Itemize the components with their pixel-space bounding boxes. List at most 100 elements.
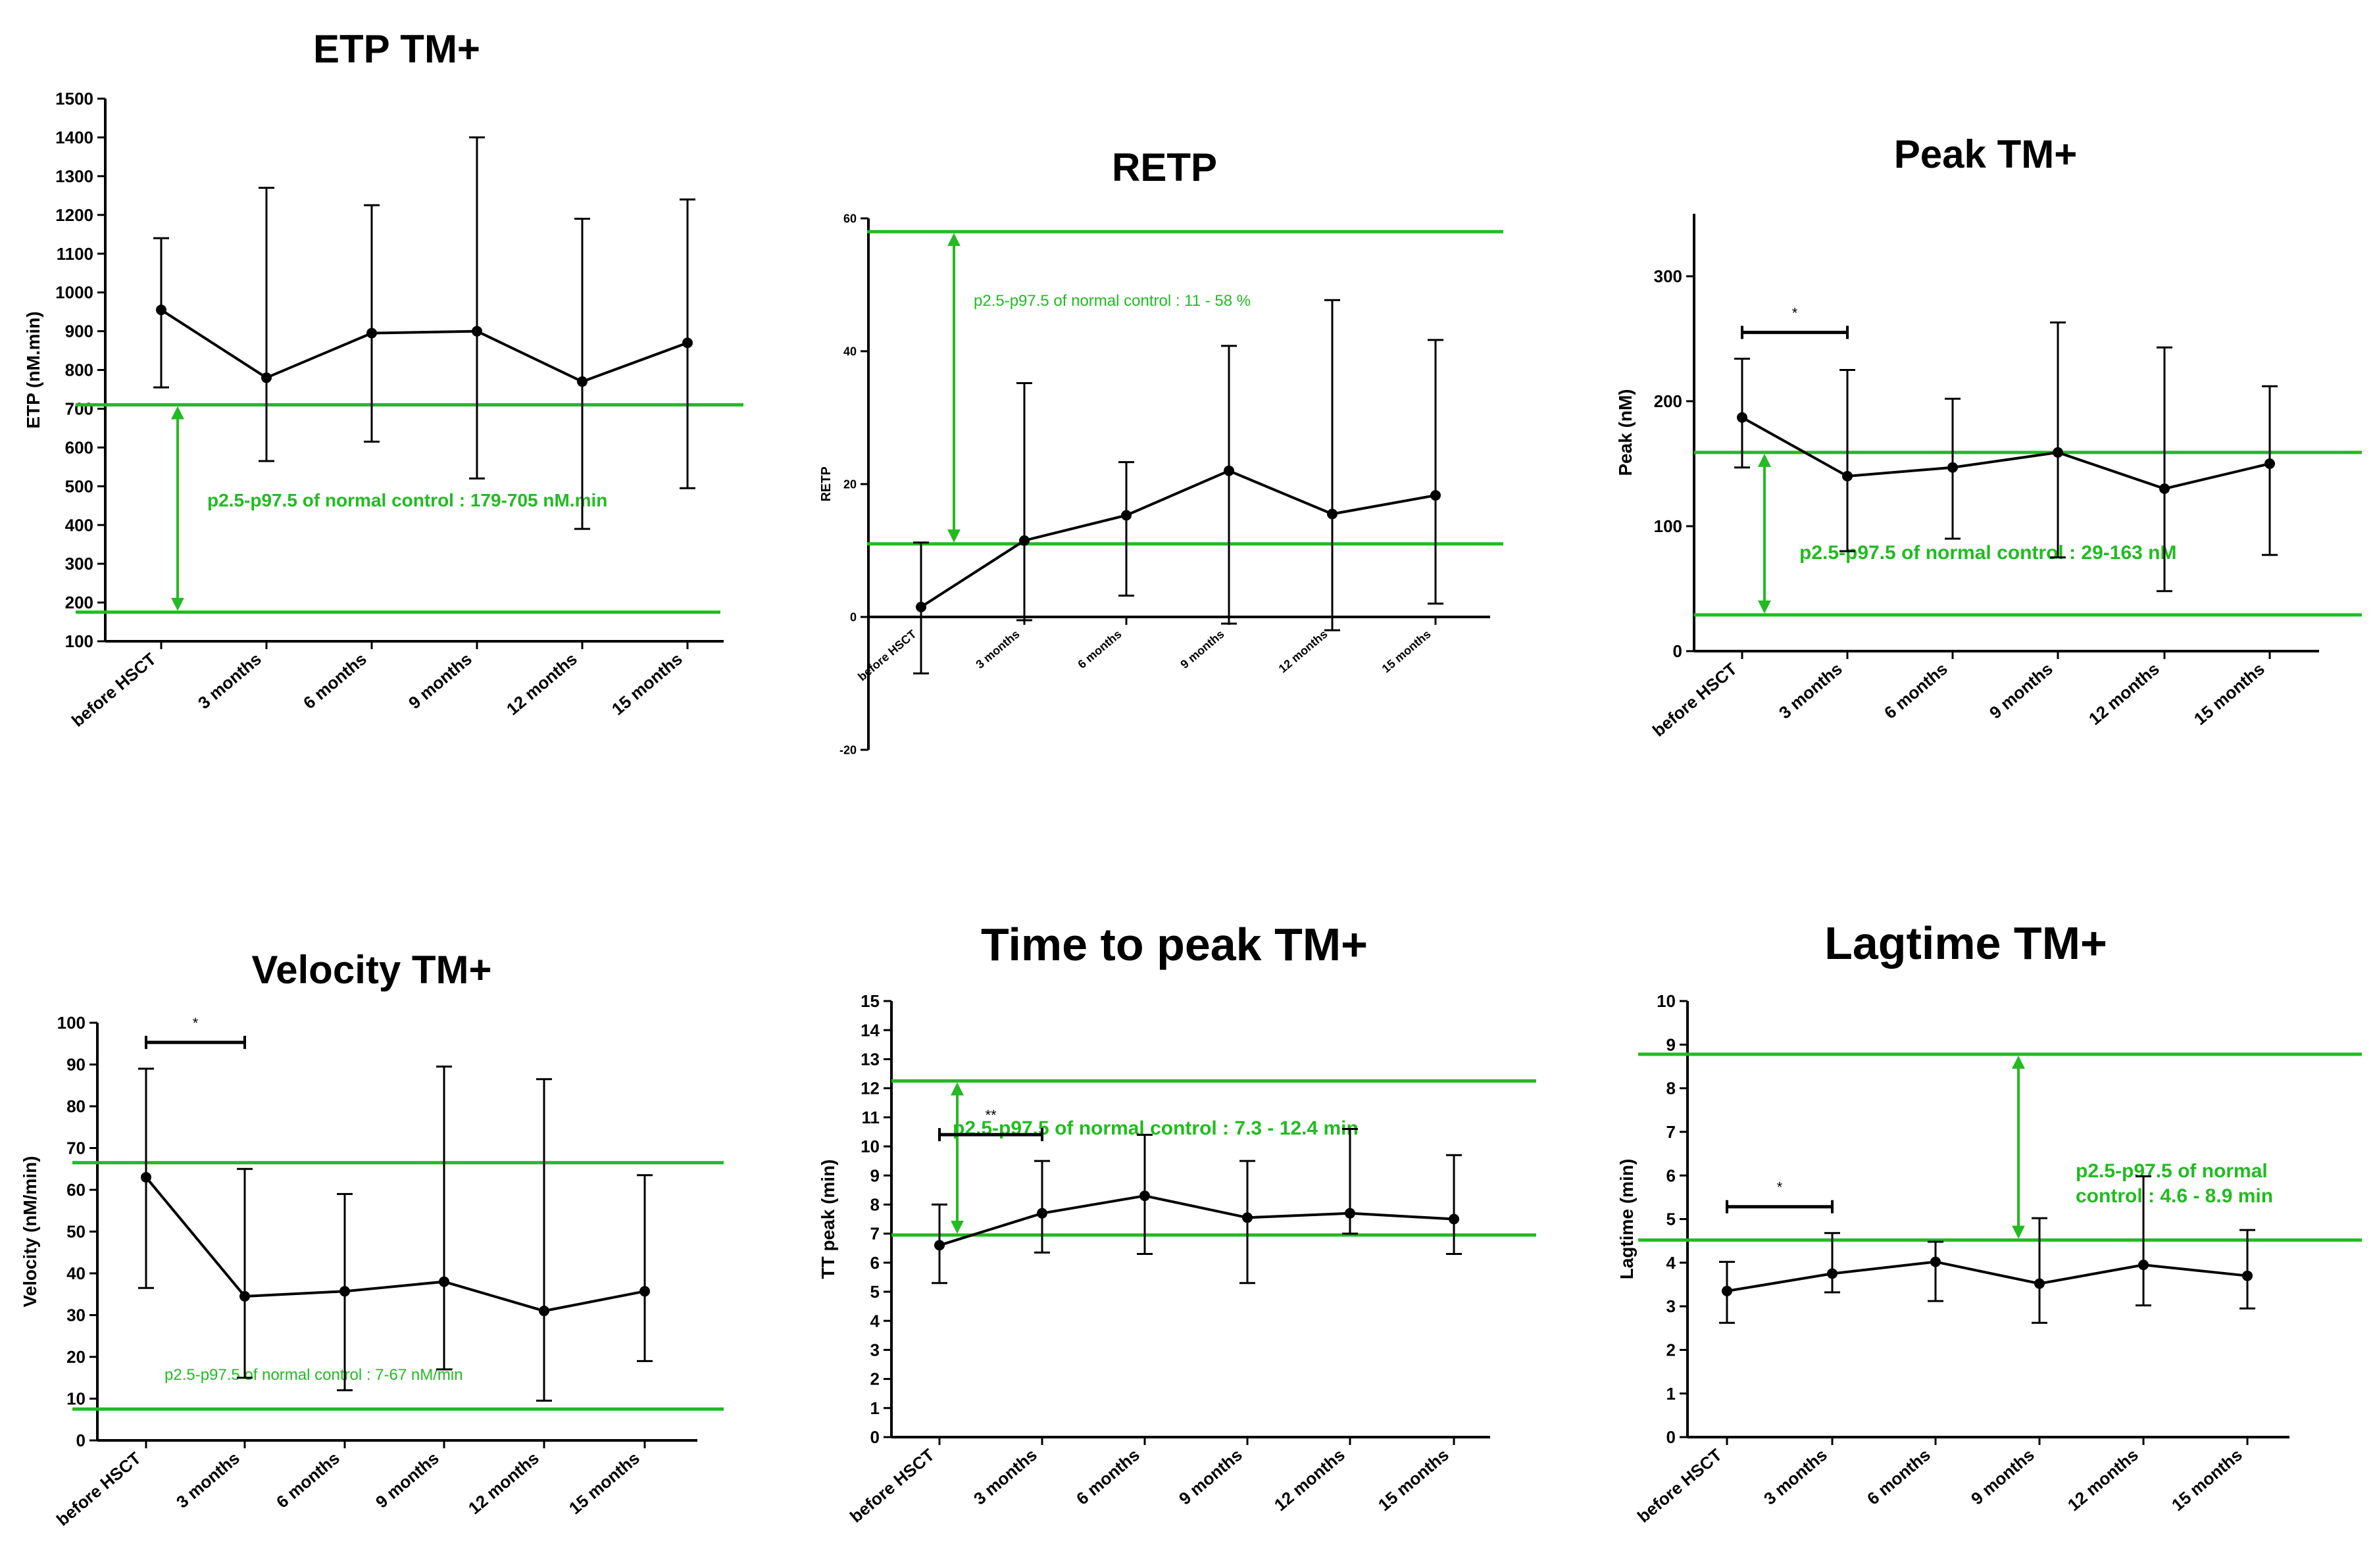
y-tick-label: 1300	[55, 166, 93, 186]
series-line	[1726, 1260, 2248, 1292]
y-tick-label: 1500	[55, 89, 93, 109]
y-tick-label: 5	[1666, 1210, 1676, 1229]
data-point	[1121, 510, 1132, 521]
y-tick-label: 500	[65, 476, 93, 496]
x-category-label: 9 months	[1967, 1445, 2038, 1509]
y-tick-label: 10	[861, 1137, 880, 1156]
y-tick-label: 800	[65, 360, 93, 380]
y-axis-label: Peak (nM)	[1615, 389, 1636, 476]
y-tick-label: 70	[66, 1139, 86, 1158]
y-tick-label: 700	[65, 399, 93, 419]
data-point	[639, 1286, 650, 1297]
y-axis-label: RETP	[819, 466, 834, 501]
x-category-label: 9 months	[372, 1448, 443, 1512]
x-category-label: before HSCT	[855, 627, 918, 683]
y-tick-label: 1400	[55, 128, 93, 147]
x-category-label: 9 months	[1178, 627, 1226, 672]
y-tick-label: 300	[1654, 266, 1682, 286]
reference-label: p2.5-p97.5 of normal control : 29-163 nM	[1799, 542, 2176, 564]
data-point	[1737, 412, 1747, 423]
data-point	[261, 372, 272, 383]
y-tick-label: 20	[843, 478, 857, 491]
y-tick-label: 1	[1666, 1384, 1676, 1404]
data-point	[141, 1171, 151, 1183]
y-tick-label: 50	[66, 1222, 86, 1242]
y-tick-label: 60	[843, 212, 857, 225]
data-point	[366, 328, 377, 339]
y-tick-label: 900	[65, 322, 93, 341]
x-category-label: 3 months	[194, 649, 265, 713]
y-tick-label: 20	[66, 1347, 86, 1367]
y-axis-label: TT peak (min)	[818, 1159, 838, 1279]
y-axis-label: ETP (nM.min)	[23, 311, 43, 428]
chart-title: Lagtime TM+	[1824, 918, 2107, 969]
y-tick-label: 100	[57, 1013, 86, 1033]
data-point	[1224, 465, 1234, 476]
series-line	[920, 469, 1436, 608]
x-category-label: 3 months	[1760, 1445, 1831, 1509]
x-category-label: before HSCT	[846, 1445, 938, 1527]
chart-5: Lagtime TM+ 0 1 2 3 4 5 6 7 8 9 10 Lagtime (min) befo…	[1616, 918, 2362, 1527]
y-tick-label: 0	[850, 610, 857, 624]
data-point	[1327, 508, 1338, 520]
y-tick-label: 11	[862, 1108, 880, 1127]
y-tick-label: 15	[861, 991, 880, 1011]
x-category-label: before HSCT	[68, 649, 160, 731]
data-point	[577, 376, 588, 387]
x-category-label: 15 months	[1374, 1445, 1453, 1515]
significance-marker: *	[1777, 1179, 1783, 1196]
data-point	[339, 1286, 350, 1297]
x-category-label: 12 months	[2085, 659, 2163, 729]
y-tick-label: 6	[1666, 1165, 1676, 1185]
x-category-label: before HSCT	[1649, 659, 1741, 741]
y-tick-label: 5	[870, 1282, 880, 1302]
chart-title: Time to peak TM+	[981, 919, 1368, 970]
data-point	[1345, 1208, 1355, 1219]
x-category-label: 15 months	[2168, 1445, 2246, 1515]
y-tick-label: 600	[65, 437, 93, 457]
y-tick-label: 0	[1673, 641, 1682, 661]
x-category-label: 3 months	[970, 1445, 1041, 1509]
y-tick-label: 60	[66, 1180, 86, 1200]
y-tick-label: 40	[66, 1263, 86, 1283]
x-category-label: 6 months	[299, 649, 370, 713]
reference-label: p2.5-p97.5 of normal control : 11 - 58 %	[974, 292, 1251, 310]
y-tick-label: 1	[870, 1398, 880, 1418]
y-tick-label: 100	[65, 631, 93, 651]
x-category-label: 6 months	[1075, 627, 1124, 672]
y-tick-label: 8	[1666, 1079, 1676, 1098]
y-tick-label: 30	[66, 1306, 86, 1325]
x-category-label: 6 months	[1072, 1445, 1143, 1509]
y-tick-label: 80	[66, 1096, 86, 1116]
y-tick-label: 6	[870, 1253, 880, 1273]
x-category-label: 15 months	[2190, 659, 2268, 729]
significance-marker: **	[985, 1107, 997, 1123]
series-line	[1741, 416, 2270, 491]
data-point	[916, 601, 926, 612]
x-category-label: 12 months	[1276, 627, 1330, 675]
data-point	[1037, 1208, 1047, 1219]
chart-2: Peak TM+ 0 100 200 300 Peak (nM) before HSCT 3 …	[1615, 132, 2362, 741]
x-category-label: 6 months	[272, 1448, 343, 1512]
y-tick-label: -20	[839, 743, 857, 756]
series-line	[145, 1176, 645, 1313]
y-tick-label: 200	[65, 593, 93, 612]
data-point	[1139, 1190, 1150, 1202]
data-point	[2138, 1260, 2149, 1271]
x-category-label: 15 months	[565, 1448, 643, 1519]
x-category-label: 3 months	[172, 1448, 243, 1512]
x-category-label: 12 months	[1270, 1445, 1349, 1515]
data-point	[1827, 1268, 1838, 1279]
x-category-label: 3 months	[1775, 659, 1846, 723]
data-point	[1842, 471, 1853, 481]
data-point	[682, 337, 693, 349]
data-point	[934, 1240, 945, 1251]
y-tick-label: 0	[870, 1427, 880, 1447]
data-point	[1947, 462, 1958, 473]
y-tick-label: 3	[870, 1340, 880, 1360]
y-tick-label: 13	[861, 1050, 880, 1069]
chart-title: Peak TM+	[1894, 132, 2077, 176]
data-point	[239, 1290, 250, 1302]
reference-label: p2.5-p97.5 of normal	[2076, 1160, 2268, 1182]
